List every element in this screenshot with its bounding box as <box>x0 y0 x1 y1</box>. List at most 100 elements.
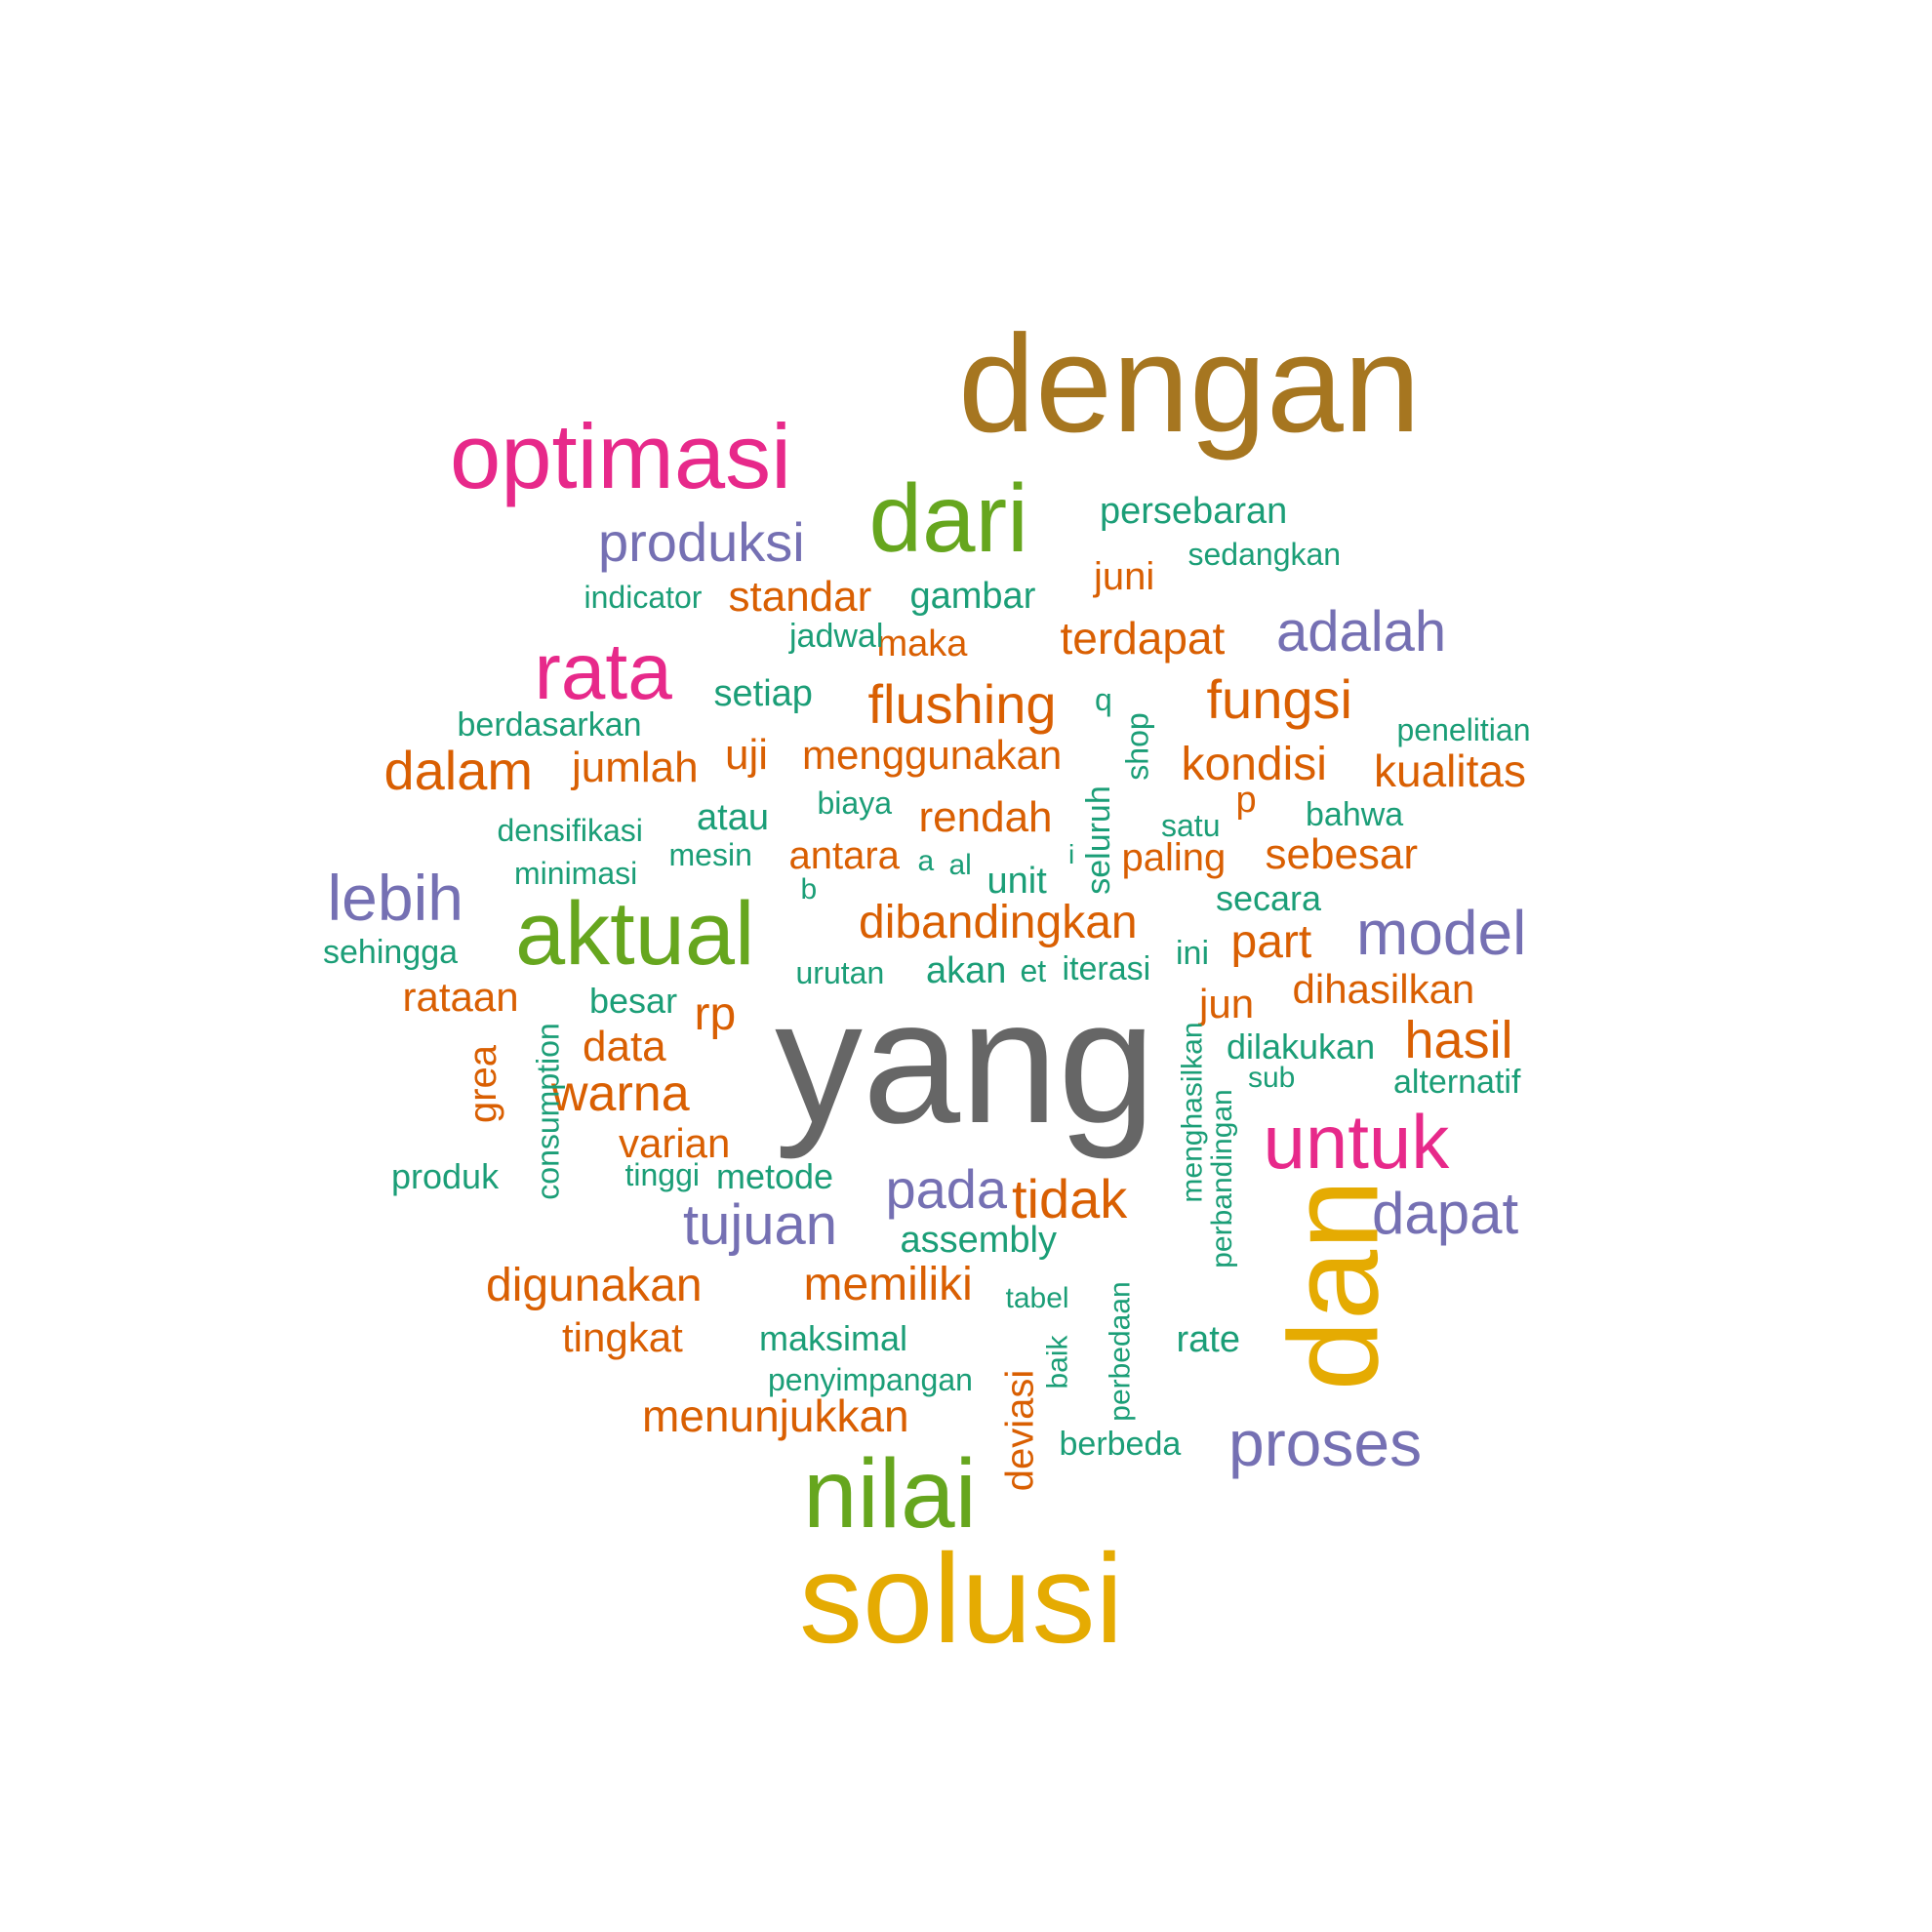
word-atau: atau <box>697 797 769 838</box>
word-menggunakan: menggunakan <box>802 732 1063 778</box>
word-perbandingan: perbandingan <box>1205 1089 1238 1268</box>
word-flushing: flushing <box>867 673 1057 735</box>
word-sehingga: sehingga <box>323 934 459 971</box>
word-standar: standar <box>728 573 872 621</box>
word-biaya: biaya <box>817 785 893 821</box>
word-dibandingkan: dibandingkan <box>859 897 1138 948</box>
word-baik: baik <box>1041 1335 1074 1389</box>
word-seluruh: seluruh <box>1079 785 1117 895</box>
word-kualitas: kualitas <box>1374 745 1526 796</box>
word-tinggi: tinggi <box>624 1157 701 1192</box>
word-penelitian: penelitian <box>1396 712 1531 747</box>
word-i: i <box>1068 839 1075 869</box>
word-grea: grea <box>462 1044 505 1124</box>
word-iterasi: iterasi <box>1062 950 1151 987</box>
word-setiap: setiap <box>713 673 813 714</box>
word-optimasi: optimasi <box>450 405 792 507</box>
word-minimasi: minimasi <box>514 856 638 891</box>
word-shop: shop <box>1119 712 1155 781</box>
word-pada: pada <box>885 1158 1008 1220</box>
word-maksimal: maksimal <box>759 1318 908 1358</box>
word-secara: secara <box>1216 878 1322 918</box>
word-fungsi: fungsi <box>1206 668 1352 730</box>
word-produksi: produksi <box>598 511 805 573</box>
word-akan: akan <box>926 950 1007 991</box>
word-terdapat: terdapat <box>1060 613 1226 664</box>
word-mesin: mesin <box>668 837 752 872</box>
word-sedangkan: sedangkan <box>1187 537 1342 572</box>
word-jun: jun <box>1199 981 1255 1026</box>
word-adalah: adalah <box>1276 600 1447 664</box>
word-consumption: consumption <box>530 1023 566 1200</box>
word-dengan: dengan <box>958 306 1421 462</box>
word-lebih: lebih <box>327 862 463 934</box>
word-rendah: rendah <box>918 793 1053 841</box>
word-untuk: untuk <box>1263 1099 1450 1185</box>
word-jadwal: jadwal <box>789 618 884 655</box>
word-hasil: hasil <box>1404 1011 1513 1069</box>
word-varian: varian <box>619 1120 731 1166</box>
word-produk: produk <box>391 1156 500 1196</box>
word-nilai: nilai <box>803 1439 977 1549</box>
word-satu: satu <box>1161 808 1221 843</box>
word-alternatif: alternatif <box>1393 1064 1521 1101</box>
word-dari: dari <box>868 464 1028 572</box>
word-perbedaan: perbedaan <box>1104 1281 1137 1422</box>
word-berbeda: berbeda <box>1059 1426 1182 1463</box>
word-part: part <box>1230 916 1312 968</box>
word-dapat: dapat <box>1372 1181 1519 1246</box>
word-assembly: assembly <box>900 1220 1058 1261</box>
word-bahwa: bahwa <box>1306 796 1404 833</box>
word-warna: warna <box>551 1066 690 1122</box>
word-al: al <box>948 849 972 881</box>
word-rataan: rataan <box>402 974 519 1020</box>
word-dihasilkan: dihasilkan <box>1292 966 1475 1012</box>
word-rp: rp <box>694 988 737 1040</box>
word-deviasi: deviasi <box>997 1369 1041 1492</box>
word-ini: ini <box>1176 935 1210 972</box>
word-menghasilkan: menghasilkan <box>1176 1022 1209 1203</box>
word-dilakukan: dilakukan <box>1227 1026 1376 1067</box>
word-berdasarkan: berdasarkan <box>457 706 642 744</box>
word-jumlah: jumlah <box>572 744 699 791</box>
word-antara: antara <box>788 834 900 877</box>
word-tidak: tidak <box>1012 1168 1128 1229</box>
word-tingkat: tingkat <box>562 1314 683 1360</box>
word-memiliki: memiliki <box>803 1259 973 1310</box>
word-sub: sub <box>1248 1062 1296 1094</box>
word-yang: yang <box>775 964 1156 1160</box>
word-kondisi: kondisi <box>1181 739 1327 790</box>
word-sebesar: sebesar <box>1265 830 1419 878</box>
word-unit: unit <box>986 861 1047 902</box>
word-tujuan: tujuan <box>683 1193 838 1257</box>
word-maka: maka <box>876 624 968 664</box>
word-rata: rata <box>534 627 672 716</box>
word-proses: proses <box>1228 1407 1423 1479</box>
word-indicator: indicator <box>584 580 703 615</box>
word-urutan: urutan <box>795 955 885 990</box>
word-b: b <box>800 873 818 906</box>
word-densifikasi: densifikasi <box>497 813 643 848</box>
word-model: model <box>1356 898 1527 968</box>
word-digunakan: digunakan <box>486 1260 703 1311</box>
word-q: q <box>1095 682 1112 717</box>
word-gambar: gambar <box>909 576 1036 617</box>
word-menunjukkan: menunjukkan <box>642 1390 909 1441</box>
word-juni: juni <box>1094 555 1155 598</box>
word-persebaran: persebaran <box>1100 491 1288 532</box>
word-data: data <box>583 1023 666 1070</box>
word-metode: metode <box>716 1156 834 1196</box>
word-besar: besar <box>589 981 678 1021</box>
word-aktual: aktual <box>515 884 755 984</box>
word-penyimpangan: penyimpangan <box>768 1362 973 1397</box>
word-p: p <box>1235 780 1257 821</box>
word-a: a <box>917 845 935 877</box>
word-tabel: tabel <box>1005 1282 1069 1314</box>
word-rate: rate <box>1176 1319 1240 1360</box>
word-dalam: dalam <box>383 740 534 801</box>
word-uji: uji <box>725 731 769 779</box>
word-solusi: solusi <box>799 1527 1124 1670</box>
word-paling: paling <box>1121 836 1227 879</box>
word-et: et <box>1020 953 1047 988</box>
